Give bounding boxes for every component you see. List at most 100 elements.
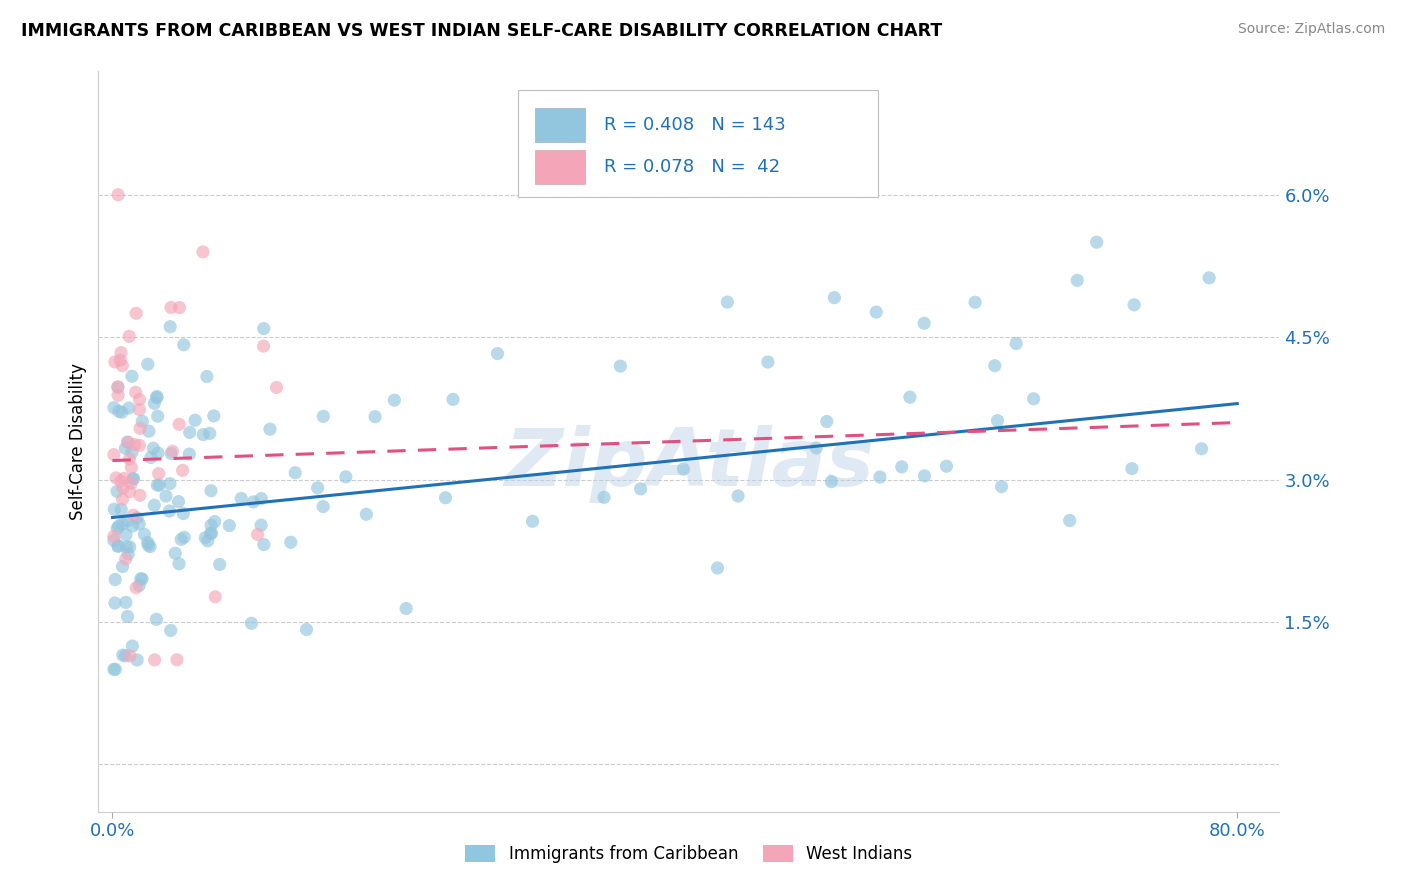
Point xyxy=(112,471,135,485)
Point xyxy=(146,446,169,460)
Point xyxy=(202,409,225,423)
Point xyxy=(115,540,138,554)
Point xyxy=(191,244,214,259)
Point xyxy=(136,357,159,371)
Point xyxy=(1198,270,1220,285)
Point xyxy=(865,305,887,319)
Point xyxy=(984,359,1007,373)
Point xyxy=(890,459,912,474)
Point xyxy=(124,385,146,400)
Point xyxy=(142,441,165,455)
Point xyxy=(193,427,215,442)
Point xyxy=(1059,514,1081,528)
Point xyxy=(148,478,170,492)
Point xyxy=(122,508,145,523)
Point xyxy=(120,460,142,475)
Point xyxy=(114,552,136,566)
Y-axis label: Self-Care Disability: Self-Care Disability xyxy=(69,363,87,520)
Point xyxy=(110,474,132,488)
Point xyxy=(118,401,141,415)
Point xyxy=(165,546,187,560)
Point xyxy=(110,345,132,359)
Point xyxy=(107,380,129,394)
Point xyxy=(167,557,190,571)
Point xyxy=(672,462,695,476)
Point xyxy=(912,316,935,330)
Point xyxy=(129,488,152,502)
Point xyxy=(136,538,159,552)
Point xyxy=(115,595,138,609)
Point xyxy=(139,540,162,554)
Point xyxy=(200,483,222,498)
Point xyxy=(194,531,217,545)
Point xyxy=(162,444,184,458)
Point xyxy=(134,527,156,541)
Point xyxy=(204,590,226,604)
Point xyxy=(706,561,728,575)
Point xyxy=(111,559,134,574)
Point xyxy=(253,321,276,335)
Point xyxy=(312,500,335,514)
Point xyxy=(118,484,141,499)
Point xyxy=(114,648,136,663)
Point xyxy=(1022,392,1045,406)
Text: R = 0.408   N = 143: R = 0.408 N = 143 xyxy=(605,116,786,134)
Point xyxy=(815,415,838,429)
Point xyxy=(240,616,263,631)
Point xyxy=(118,648,141,663)
Point xyxy=(107,519,129,533)
Point xyxy=(231,491,253,506)
Point xyxy=(159,624,181,638)
Text: R = 0.078   N =  42: R = 0.078 N = 42 xyxy=(605,158,780,176)
Point xyxy=(111,648,134,662)
Point xyxy=(143,653,166,667)
Point xyxy=(127,510,149,524)
Point xyxy=(200,518,222,533)
Point xyxy=(111,492,134,507)
Point xyxy=(197,533,219,548)
Point xyxy=(166,653,188,667)
FancyBboxPatch shape xyxy=(536,108,585,142)
Point xyxy=(172,463,194,477)
Point xyxy=(259,422,281,436)
Point xyxy=(869,470,891,484)
Point xyxy=(143,396,166,410)
Point xyxy=(129,572,152,586)
Point xyxy=(103,401,125,415)
Point xyxy=(1121,461,1143,475)
Point xyxy=(486,346,509,360)
Point xyxy=(806,441,828,455)
Point xyxy=(111,359,134,373)
Point xyxy=(179,425,201,440)
Point xyxy=(198,426,221,441)
Point xyxy=(128,402,150,417)
Point xyxy=(104,596,127,610)
Point xyxy=(103,529,125,543)
Point xyxy=(986,414,1008,428)
Point xyxy=(312,409,335,424)
Point xyxy=(103,533,125,548)
Point xyxy=(146,409,169,424)
Point xyxy=(120,476,142,491)
Text: ZipAtlas: ZipAtlas xyxy=(503,425,875,503)
Point xyxy=(117,514,139,528)
Point xyxy=(242,495,264,509)
Point xyxy=(295,623,318,637)
Point xyxy=(118,540,141,554)
Point xyxy=(117,435,139,450)
Point xyxy=(252,339,274,353)
Point xyxy=(200,526,222,541)
Point xyxy=(716,295,738,310)
Point xyxy=(965,295,987,310)
Point xyxy=(107,187,129,202)
Point xyxy=(107,539,129,553)
Point xyxy=(935,459,957,474)
Point xyxy=(111,405,134,419)
Point xyxy=(159,476,181,491)
Point xyxy=(103,502,125,516)
Point xyxy=(364,409,387,424)
Point xyxy=(146,390,169,404)
Point xyxy=(117,435,139,450)
Point xyxy=(125,306,148,320)
Point xyxy=(143,498,166,512)
